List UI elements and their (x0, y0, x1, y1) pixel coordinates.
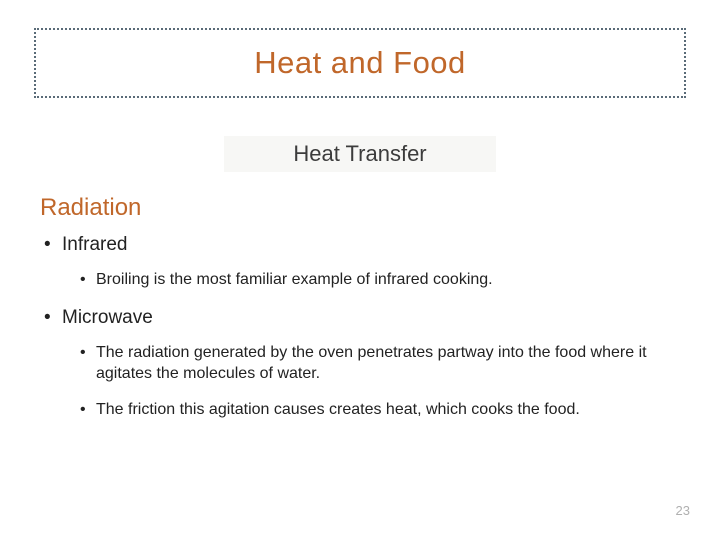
subtitle-box: Heat Transfer (224, 136, 496, 172)
bullet-level2: The radiation generated by the oven pene… (40, 343, 680, 385)
bullet-level2: The friction this agitation causes creat… (40, 400, 680, 421)
title-box: Heat and Food (34, 28, 686, 98)
page-number: 23 (676, 503, 690, 518)
slide-subtitle: Heat Transfer (293, 141, 426, 167)
bullet-level1: Microwave (40, 307, 680, 329)
content-area: Infrared Broiling is the most familiar e… (40, 234, 680, 437)
bullet-level2: Broiling is the most familiar example of… (40, 270, 680, 291)
section-heading: Radiation (40, 194, 141, 222)
slide: Heat and Food Heat Transfer Radiation In… (0, 0, 720, 540)
slide-title: Heat and Food (254, 45, 466, 81)
bullet-level1: Infrared (40, 234, 680, 256)
